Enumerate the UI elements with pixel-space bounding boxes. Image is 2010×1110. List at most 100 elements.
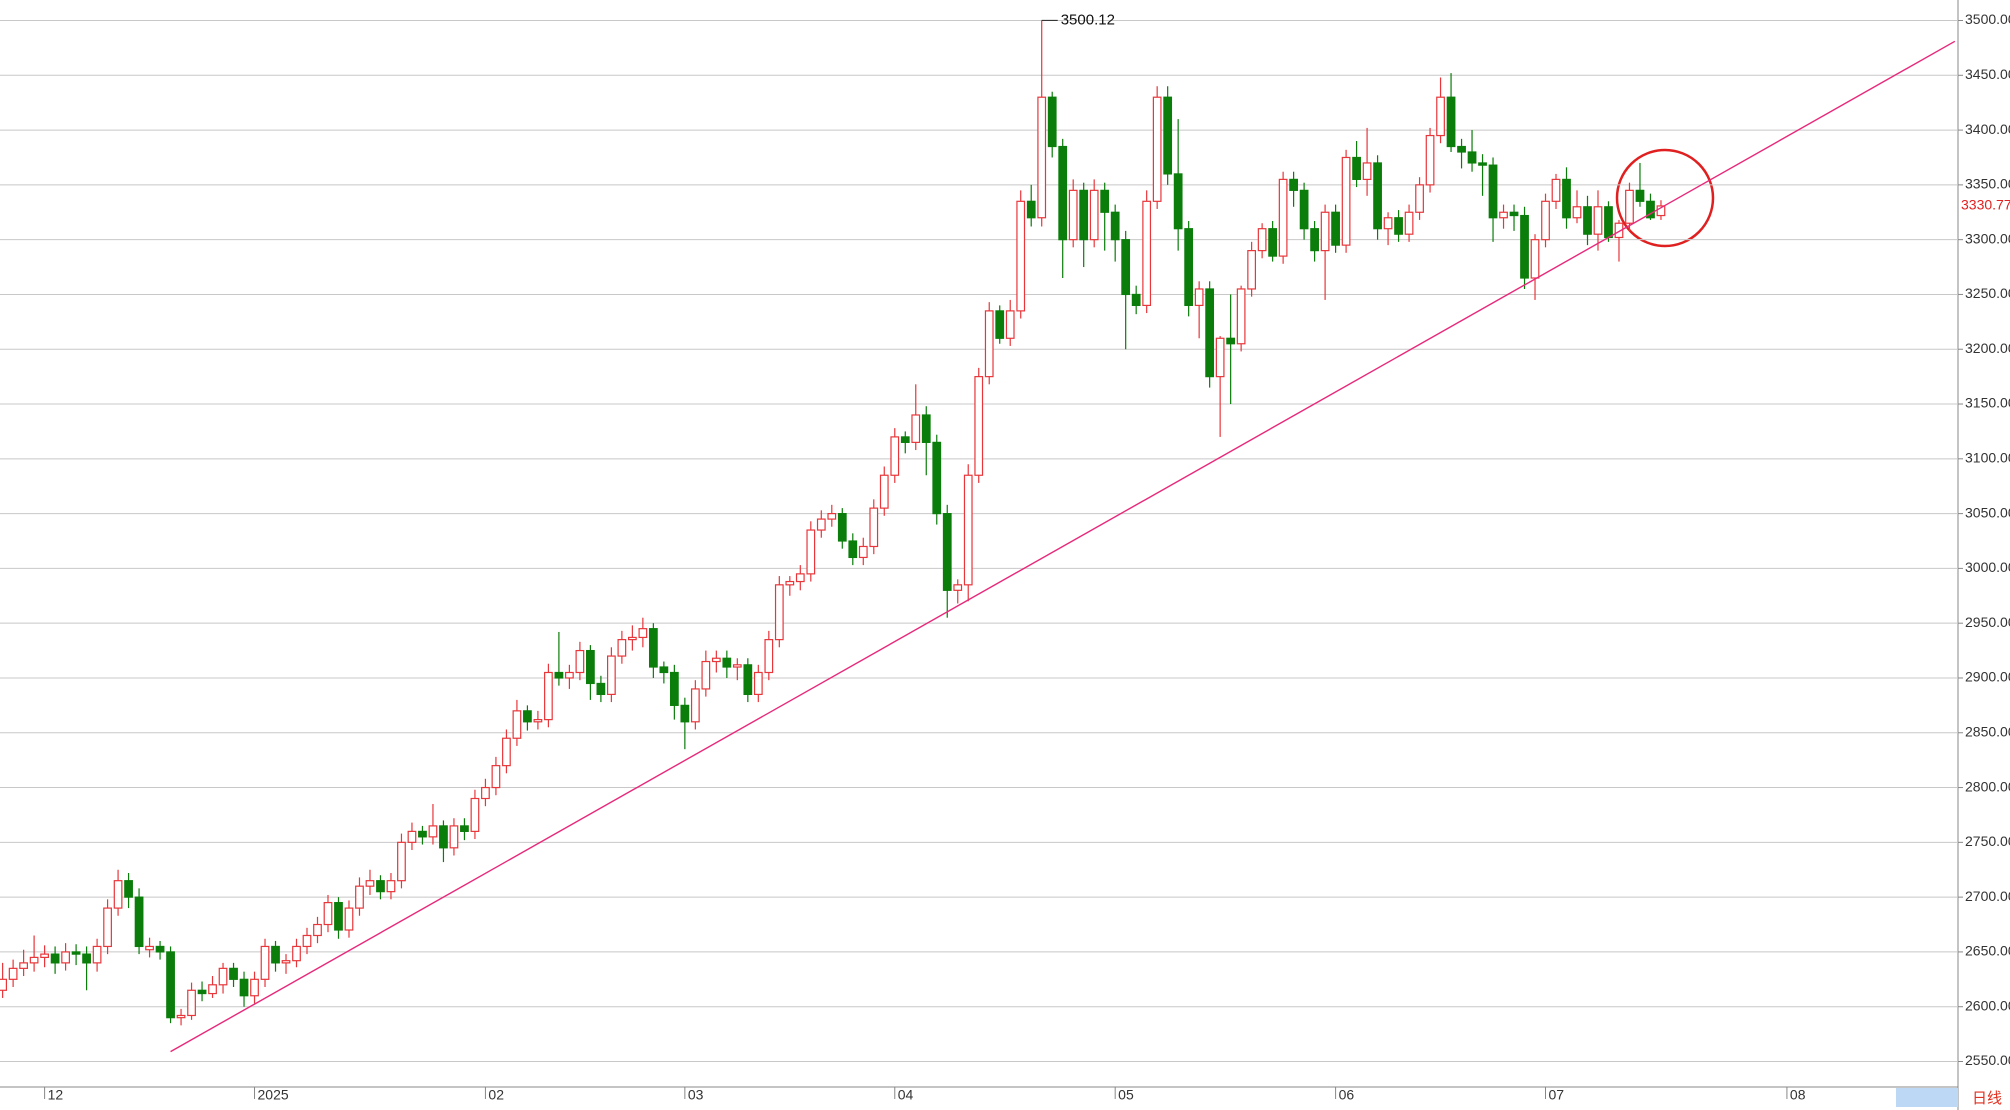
candle-body	[1646, 200, 1655, 219]
y-tick-label: 3400.00	[1965, 121, 2010, 137]
candle-body	[858, 545, 868, 559]
candle-body	[1037, 96, 1047, 219]
y-tick-label: 2550.00	[1965, 1052, 2010, 1068]
candle-body	[71, 951, 81, 955]
candle-body	[176, 1014, 186, 1019]
candle-body	[145, 945, 154, 951]
candle-body	[1436, 96, 1445, 137]
candle-body	[428, 825, 438, 838]
candle-body	[1488, 164, 1498, 219]
y-tick-label: 3050.00	[1965, 504, 2010, 520]
y-tick-label: 3350.00	[1965, 176, 2010, 192]
candle-body	[271, 945, 280, 964]
candle-body	[281, 960, 291, 964]
candle-body	[1184, 228, 1194, 307]
candle-body	[386, 880, 396, 893]
candle-body	[680, 704, 690, 723]
candle-body	[50, 953, 60, 964]
candle-body	[732, 664, 742, 668]
candle-body	[229, 967, 238, 980]
x-tick-label: 02	[488, 1087, 504, 1103]
candle-body	[1331, 211, 1340, 246]
candle-body	[963, 474, 973, 586]
candle-body	[1289, 178, 1298, 191]
candle-body	[302, 934, 312, 948]
candle-body	[1005, 310, 1015, 339]
candle-body	[607, 655, 616, 696]
y-tick-label: 2750.00	[1965, 833, 2010, 849]
candle-body	[1016, 200, 1026, 312]
candle-body	[1163, 96, 1173, 175]
candle-body	[690, 688, 700, 723]
candle-body	[397, 841, 406, 882]
candle-body	[512, 710, 522, 739]
period-label[interactable]: 日线	[1972, 1090, 2002, 1107]
candle-body	[355, 885, 364, 909]
candle-body	[523, 710, 532, 723]
candle-body	[827, 513, 837, 520]
candle-body	[1257, 228, 1267, 252]
candle-body	[911, 414, 921, 443]
candle-body	[816, 518, 826, 531]
y-tick-label: 3500.00	[1965, 11, 2010, 27]
x-tick-label: 12	[48, 1087, 64, 1103]
y-tick-label: 2800.00	[1965, 778, 2010, 794]
candle-body	[1572, 206, 1582, 219]
candle-body	[1446, 96, 1456, 148]
candle-body	[376, 880, 385, 893]
candle-body	[334, 902, 343, 931]
candle-body	[61, 951, 70, 964]
candle-body	[984, 310, 994, 378]
candle-body	[711, 657, 721, 663]
candle-body	[743, 664, 753, 696]
candle-body	[669, 671, 679, 706]
candle-body	[1394, 217, 1403, 235]
candle-body	[365, 880, 375, 887]
y-tick-label: 2700.00	[1965, 888, 2010, 904]
y-tick-label: 2950.00	[1965, 614, 2010, 630]
y-tick-label: 3000.00	[1965, 559, 2010, 575]
y-tick-label: 3300.00	[1965, 230, 2010, 246]
candle-body	[1467, 151, 1477, 164]
period-tab[interactable]	[1896, 1088, 1958, 1107]
candle-body	[407, 830, 417, 843]
candle-body	[764, 639, 774, 674]
candle-body	[921, 414, 931, 443]
candle-body	[155, 945, 165, 953]
candle-body	[1142, 200, 1152, 307]
candle-body	[659, 666, 669, 674]
candle-body	[313, 923, 322, 937]
candle-body	[1583, 206, 1592, 235]
candle-body	[1415, 184, 1424, 213]
candle-body	[701, 660, 711, 690]
y-tick-label: 3250.00	[1965, 285, 2010, 301]
candle-body	[239, 978, 249, 997]
candle-body	[1478, 162, 1487, 166]
candle-body	[1593, 206, 1603, 235]
candle-body	[533, 719, 543, 723]
candle-body	[1509, 211, 1519, 217]
candle-body	[785, 580, 795, 586]
candle-body	[1058, 145, 1068, 241]
candle-body	[166, 951, 175, 1019]
candle-body	[806, 529, 816, 575]
candle-body	[1341, 156, 1351, 246]
y-tick-label: 3100.00	[1965, 450, 2010, 466]
candle-body	[1362, 162, 1372, 180]
candle-body	[1373, 162, 1382, 230]
x-tick-label: 06	[1339, 1087, 1355, 1103]
candle-body	[418, 830, 427, 838]
candle-body	[1026, 200, 1036, 219]
candle-body	[1268, 228, 1277, 257]
candle-body	[113, 880, 123, 909]
candle-body	[1047, 96, 1057, 148]
candle-body	[1530, 239, 1540, 279]
candle-body	[648, 628, 658, 668]
x-tick-label: 2025	[258, 1087, 289, 1103]
candle-body	[1520, 214, 1529, 279]
candle-body	[1100, 189, 1110, 213]
candle-body	[932, 441, 942, 515]
candle-body	[1425, 134, 1435, 186]
